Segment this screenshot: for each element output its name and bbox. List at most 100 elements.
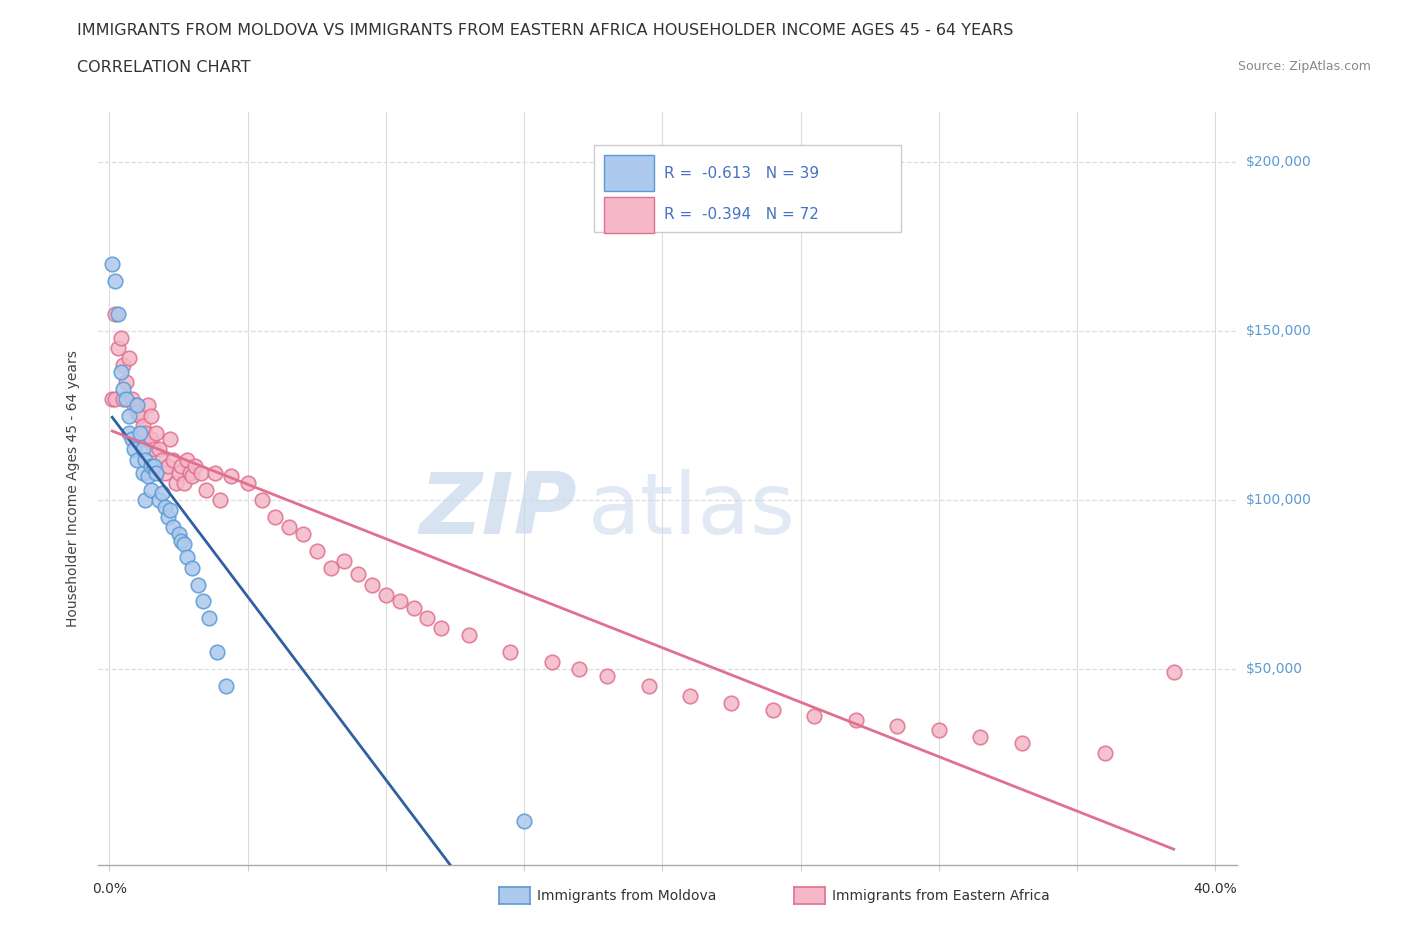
- Point: [361, 578, 384, 592]
- Point: [214, 678, 236, 693]
- Point: [1094, 746, 1116, 761]
- Point: [190, 466, 212, 481]
- Point: [127, 452, 149, 467]
- FancyBboxPatch shape: [605, 155, 654, 192]
- Y-axis label: Householder Income Ages 45 - 64 years: Householder Income Ages 45 - 64 years: [66, 350, 80, 627]
- Text: $100,000: $100,000: [1246, 493, 1312, 507]
- Point: [165, 476, 187, 491]
- Text: Immigrants from Moldova: Immigrants from Moldova: [537, 888, 717, 903]
- Point: [1163, 665, 1185, 680]
- Point: [291, 526, 314, 541]
- Point: [124, 442, 146, 457]
- Point: [128, 425, 150, 440]
- Point: [167, 466, 190, 481]
- Point: [142, 442, 165, 457]
- Point: [112, 357, 135, 372]
- Point: [148, 442, 170, 457]
- Point: [319, 560, 342, 575]
- Point: [187, 578, 209, 592]
- Point: [457, 628, 479, 643]
- Point: [110, 330, 132, 345]
- Point: [928, 723, 950, 737]
- Point: [118, 408, 141, 423]
- Point: [127, 405, 149, 419]
- Point: [416, 611, 439, 626]
- Point: [1011, 736, 1033, 751]
- Point: [118, 351, 141, 365]
- Point: [176, 452, 198, 467]
- Point: [162, 452, 184, 467]
- Point: [153, 466, 176, 481]
- Point: [131, 418, 153, 433]
- Point: [101, 392, 124, 406]
- Point: [513, 814, 536, 829]
- Text: R =  -0.613   N = 39: R = -0.613 N = 39: [665, 166, 820, 180]
- Point: [127, 398, 149, 413]
- Text: Immigrants from Eastern Africa: Immigrants from Eastern Africa: [832, 888, 1050, 903]
- Point: [184, 458, 207, 473]
- Point: [142, 458, 165, 473]
- Point: [969, 729, 991, 744]
- Point: [118, 425, 141, 440]
- Point: [131, 466, 153, 481]
- Point: [374, 587, 396, 602]
- Point: [110, 365, 132, 379]
- Text: Source: ZipAtlas.com: Source: ZipAtlas.com: [1237, 60, 1371, 73]
- Point: [720, 696, 742, 711]
- Point: [388, 594, 411, 609]
- Point: [333, 553, 356, 568]
- FancyBboxPatch shape: [593, 145, 901, 232]
- Point: [121, 432, 143, 446]
- Point: [207, 644, 229, 659]
- Point: [150, 485, 173, 500]
- Point: [193, 594, 215, 609]
- Point: [198, 611, 221, 626]
- Point: [107, 340, 129, 355]
- Point: [131, 442, 153, 457]
- Point: [181, 469, 204, 484]
- Point: [139, 408, 162, 423]
- Point: [170, 458, 193, 473]
- Point: [156, 458, 179, 473]
- Point: [803, 709, 825, 724]
- Point: [159, 432, 181, 446]
- Point: [886, 719, 908, 734]
- Point: [305, 543, 328, 558]
- Point: [104, 273, 127, 288]
- Point: [115, 392, 138, 406]
- Point: [134, 493, 156, 508]
- Point: [139, 432, 162, 446]
- Point: [148, 493, 170, 508]
- Point: [596, 669, 619, 684]
- Point: [179, 466, 201, 481]
- Point: [250, 493, 273, 508]
- Text: atlas: atlas: [588, 470, 796, 552]
- Point: [219, 469, 242, 484]
- Text: CORRELATION CHART: CORRELATION CHART: [77, 60, 250, 75]
- Point: [568, 661, 591, 676]
- FancyBboxPatch shape: [605, 197, 654, 232]
- Point: [167, 526, 190, 541]
- Text: 0.0%: 0.0%: [91, 882, 127, 896]
- Point: [145, 466, 167, 481]
- Text: R =  -0.394   N = 72: R = -0.394 N = 72: [665, 207, 820, 222]
- Text: $150,000: $150,000: [1246, 325, 1312, 339]
- Point: [112, 392, 135, 406]
- Point: [176, 550, 198, 565]
- Point: [170, 533, 193, 548]
- Point: [278, 520, 301, 535]
- Point: [156, 510, 179, 525]
- Text: IMMIGRANTS FROM MOLDOVA VS IMMIGRANTS FROM EASTERN AFRICA HOUSEHOLDER INCOME AGE: IMMIGRANTS FROM MOLDOVA VS IMMIGRANTS FR…: [77, 23, 1014, 38]
- Point: [150, 452, 173, 467]
- Point: [145, 425, 167, 440]
- Text: $200,000: $200,000: [1246, 155, 1312, 169]
- Point: [195, 483, 218, 498]
- Point: [134, 425, 156, 440]
- Point: [499, 644, 522, 659]
- Point: [153, 499, 176, 514]
- Point: [136, 469, 159, 484]
- Point: [115, 375, 138, 390]
- Point: [430, 621, 453, 636]
- Point: [236, 476, 259, 491]
- Point: [131, 432, 153, 446]
